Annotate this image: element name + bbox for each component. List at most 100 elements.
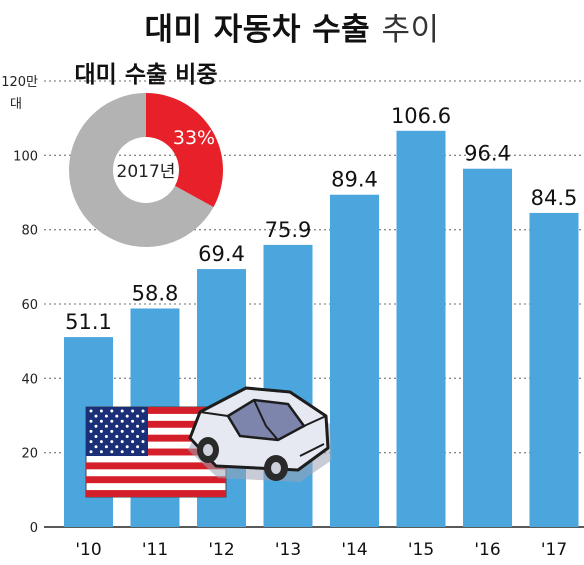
flag-star xyxy=(104,414,108,418)
data-label: 69.4 xyxy=(198,242,245,266)
x-tick-label: '14 xyxy=(341,540,367,560)
chart-title: 대미 자동차 수출 추이 xyxy=(0,4,584,49)
flag-star xyxy=(136,435,140,438)
data-label: 75.9 xyxy=(265,218,312,242)
flag-stripe xyxy=(86,476,226,484)
flag-star xyxy=(131,440,135,444)
flag-star xyxy=(131,409,135,413)
donut-slice xyxy=(69,93,214,247)
x-tick-labels: '10 '11 '12 '13 '14 '15 '16 '17 xyxy=(75,540,567,560)
flag-star xyxy=(120,429,124,433)
donut-slice xyxy=(146,93,223,208)
flag-star xyxy=(104,445,108,449)
flag-star xyxy=(136,414,140,418)
flag-star xyxy=(99,409,103,413)
car-icon xyxy=(188,386,332,482)
y-tick-label: 80 xyxy=(21,224,38,239)
bar xyxy=(529,212,579,528)
donut-slice-label: 33% xyxy=(173,127,215,149)
donut-chart xyxy=(69,93,223,247)
flag-star xyxy=(110,409,114,413)
flag-star xyxy=(115,414,119,418)
flag-stripe xyxy=(86,407,226,414)
x-tick-label: '13 xyxy=(275,540,301,560)
flag-star xyxy=(141,450,145,454)
flag-star xyxy=(89,409,93,413)
bar xyxy=(463,168,512,528)
flag-star xyxy=(89,419,93,423)
donut-title: 대미 수출 비중 xyxy=(75,62,218,88)
flag-star xyxy=(120,440,124,444)
flag-stripe xyxy=(86,490,226,497)
flag-star xyxy=(136,445,140,449)
flag-star xyxy=(89,440,93,444)
flag-star xyxy=(89,429,93,433)
title-suffix: 추이 xyxy=(381,12,440,48)
x-tick-label: '15 xyxy=(408,540,434,560)
y-tick-label: 40 xyxy=(21,372,38,387)
bar xyxy=(263,244,313,527)
y-tick-label: 20 xyxy=(21,447,38,462)
flag-star xyxy=(115,435,119,438)
flag-star xyxy=(89,450,93,454)
flag-star xyxy=(110,450,114,454)
flag-star xyxy=(99,429,103,433)
data-label: 89.4 xyxy=(331,168,378,192)
flag-star xyxy=(120,419,124,423)
flag-stripe xyxy=(86,462,226,470)
flag-star xyxy=(115,424,119,428)
flag-star xyxy=(99,419,103,423)
flag-star xyxy=(99,440,103,444)
flag-star xyxy=(125,424,129,428)
flag-star xyxy=(131,450,135,454)
flag-star xyxy=(94,435,98,438)
flag-star xyxy=(120,409,124,413)
flag-star xyxy=(131,429,135,433)
flag-star xyxy=(99,450,103,454)
data-label: 106.6 xyxy=(391,104,451,128)
flag-star xyxy=(94,414,98,418)
data-label: 51.1 xyxy=(65,310,112,334)
flag-star xyxy=(125,445,129,449)
donut-center-label: 2017년 xyxy=(117,162,176,182)
y-tick-labels: 0 20 40 60 80 100 120만 xyxy=(1,75,38,536)
flag-star xyxy=(120,450,124,454)
title-main: 대미 자동차 수출 xyxy=(144,12,371,48)
x-tick-label: '10 xyxy=(75,540,101,560)
bar xyxy=(330,194,379,528)
flag-star xyxy=(94,424,98,428)
flag-star xyxy=(110,440,114,444)
flag-stripe xyxy=(86,434,226,442)
flag-star xyxy=(104,435,108,438)
flag-star xyxy=(110,429,114,433)
bar xyxy=(396,130,446,527)
flag-star xyxy=(141,419,145,423)
data-label: 84.5 xyxy=(531,186,578,210)
flag-star xyxy=(125,414,129,418)
flag-star xyxy=(141,429,145,433)
y-tick-label: 60 xyxy=(21,298,38,313)
flag-star xyxy=(115,445,119,449)
x-tick-label: '16 xyxy=(474,540,500,560)
flag-star xyxy=(141,409,145,413)
data-label: 58.8 xyxy=(132,281,179,305)
flag-star xyxy=(125,435,129,438)
flag-star xyxy=(131,419,135,423)
y-unit-label: 대 xyxy=(10,97,22,112)
flag-star xyxy=(141,440,145,444)
value-labels: 51.1 58.8 69.4 75.9 89.4 106.6 96.4 84.5 xyxy=(65,104,577,334)
data-label: 96.4 xyxy=(464,142,511,166)
x-tick-label: '12 xyxy=(208,540,234,560)
flag-star xyxy=(94,445,98,449)
flag-star xyxy=(136,424,140,428)
flag-stripe xyxy=(86,448,226,456)
y-tick-label: 120만 xyxy=(1,75,38,90)
flag-stripe xyxy=(86,420,226,428)
x-tick-label: '17 xyxy=(541,540,567,560)
x-tick-label: '11 xyxy=(142,540,168,560)
flag-star xyxy=(110,419,114,423)
y-tick-label: 100 xyxy=(13,149,38,164)
flag-star xyxy=(104,424,108,428)
